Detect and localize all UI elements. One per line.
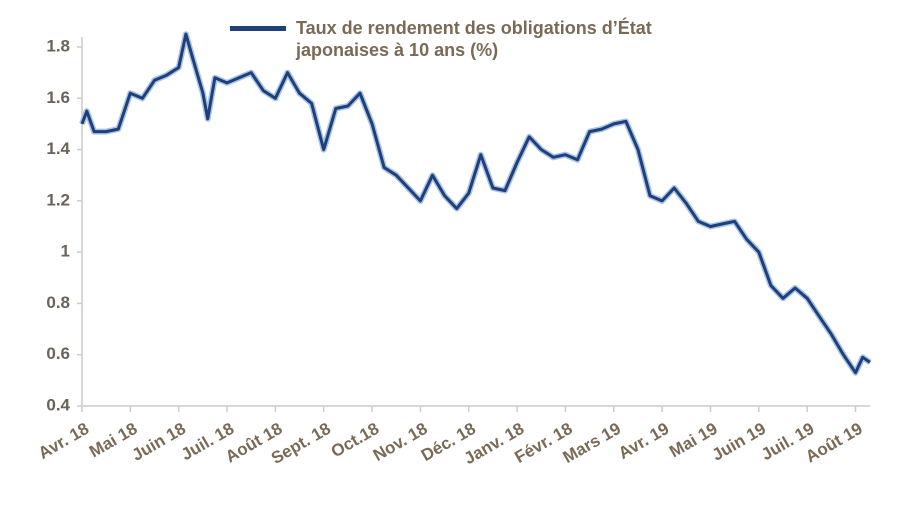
y-tick-label: 0.4 bbox=[46, 395, 70, 414]
y-tick-label: 1.8 bbox=[46, 36, 70, 55]
legend: Taux de rendement des obligations d’État… bbox=[230, 17, 676, 61]
x-tick-label: Juin 19 bbox=[709, 419, 769, 465]
y-tick-label: 1.2 bbox=[46, 190, 70, 209]
x-tick-label: Juin 18 bbox=[129, 419, 189, 465]
y-tick-label: 1 bbox=[61, 242, 70, 261]
line bbox=[80, 32, 871, 375]
x-tick-label: Avr. 18 bbox=[35, 419, 92, 463]
y-tick-label: 0.8 bbox=[46, 293, 70, 312]
y-tick-label: 1.6 bbox=[46, 88, 70, 107]
y-tick-label: 1.4 bbox=[46, 139, 70, 158]
x-tick-label: Avr. 19 bbox=[615, 419, 672, 463]
x-tick-label: Nov. 18 bbox=[370, 419, 431, 465]
legend-swatch bbox=[230, 26, 286, 31]
legend-label: Taux de rendement des obligations d’État… bbox=[296, 18, 652, 60]
y-tick-label: 0.6 bbox=[46, 344, 70, 363]
